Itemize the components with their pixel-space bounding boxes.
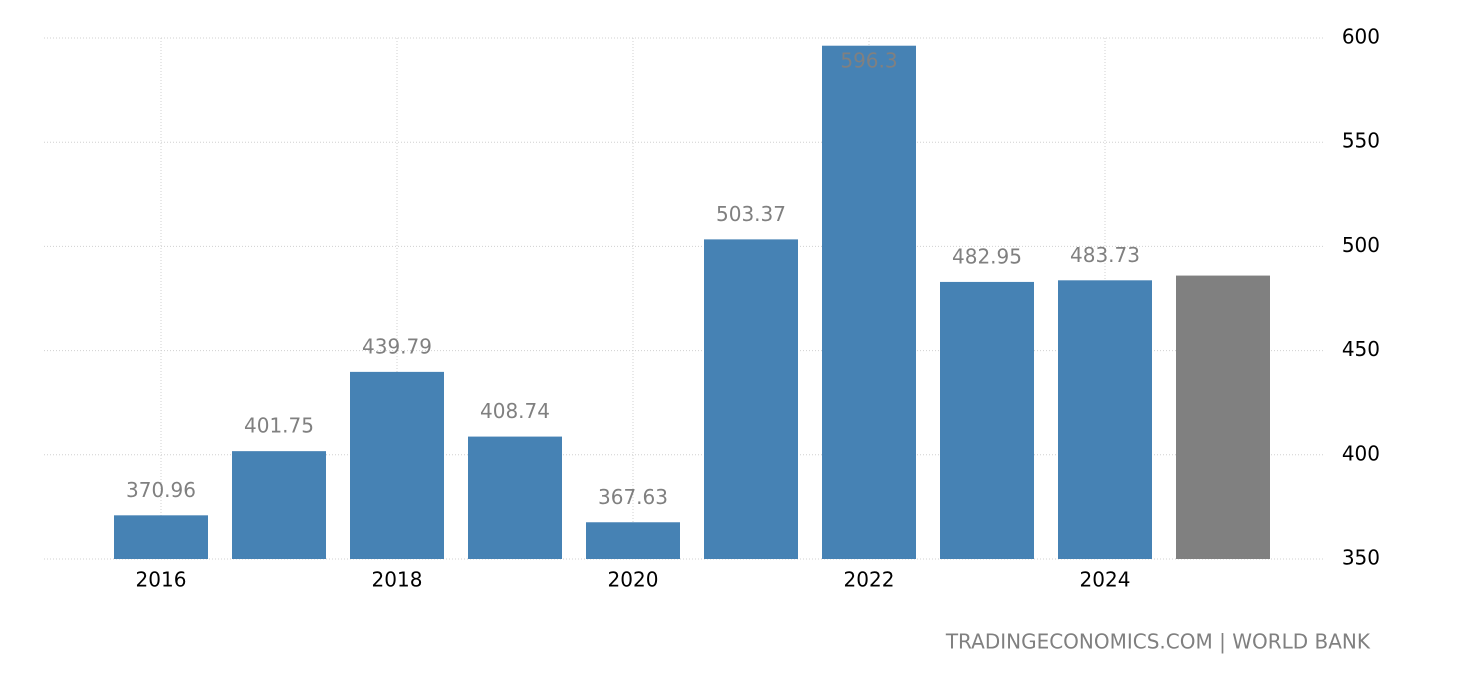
bar (704, 239, 798, 559)
y-tick-label: 550 (1342, 129, 1380, 153)
bar (468, 436, 562, 559)
value-label: 503.37 (716, 202, 786, 226)
value-label: 408.74 (480, 399, 550, 423)
x-tick-label: 2020 (608, 568, 659, 592)
value-label: 596.3 (840, 49, 897, 73)
y-tick-label: 350 (1342, 546, 1380, 570)
bar (232, 451, 326, 559)
value-label: 401.75 (244, 414, 314, 438)
value-label: 370.96 (126, 478, 196, 502)
bar (586, 522, 680, 559)
value-label: 439.79 (362, 334, 432, 358)
y-tick-label: 500 (1342, 233, 1380, 257)
bar (350, 371, 444, 559)
bar (1176, 275, 1270, 559)
bar (1058, 280, 1152, 559)
value-label: 482.95 (952, 244, 1022, 268)
x-tick-label: 2024 (1080, 568, 1131, 592)
value-label: 483.73 (1070, 243, 1140, 267)
x-tick-label: 2016 (136, 568, 187, 592)
bar (114, 515, 208, 559)
source: TRADINGECONOMICS.COM | WORLD BANK (945, 630, 1371, 654)
x-tick-label: 2018 (372, 568, 423, 592)
x-tick-label: 2022 (844, 568, 895, 592)
y-tick-label: 400 (1342, 441, 1380, 465)
bar (822, 45, 916, 559)
value-label: 367.63 (598, 485, 668, 509)
y-tick-label: 600 (1342, 25, 1380, 49)
bar (940, 281, 1034, 559)
y-tick-label: 450 (1342, 337, 1380, 361)
